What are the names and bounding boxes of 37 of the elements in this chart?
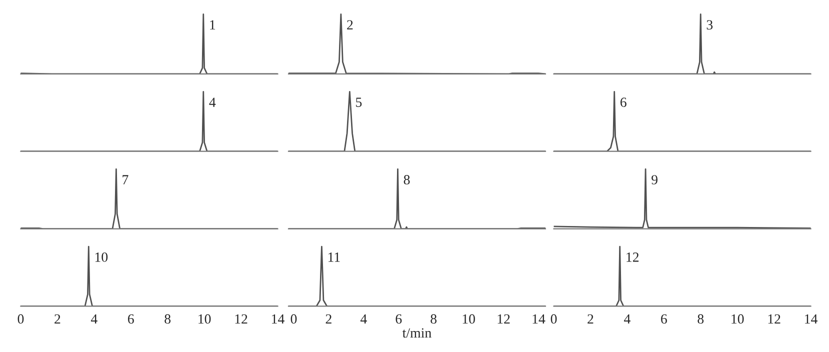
x-tick-label: 0: [18, 314, 24, 324]
annotation: 6: [620, 98, 626, 107]
annotation: 3: [706, 20, 713, 30]
x-tick-label: 4: [360, 314, 367, 324]
x-tick-label: 10: [198, 314, 211, 324]
x-tick-label: 10: [732, 314, 744, 324]
x-tick-label: 14: [532, 314, 546, 324]
annotation: 12: [626, 252, 639, 262]
annotation: 4: [209, 98, 216, 107]
x-tick-label: 4: [624, 314, 630, 324]
annotation: 1: [210, 20, 216, 30]
x-tick-label: 8: [698, 314, 704, 324]
annotation: 5: [356, 98, 362, 107]
x-tick-label: 0: [290, 314, 297, 324]
x-tick-label: 12: [235, 314, 248, 324]
x-tick-label: 2: [54, 314, 60, 324]
x-tick-label: 14: [805, 314, 818, 324]
annotation: 7: [122, 175, 128, 184]
annotation: 11: [328, 252, 340, 262]
x-tick-label: 10: [462, 314, 475, 324]
annotation: 8: [404, 175, 410, 184]
x-tick-label: 8: [164, 314, 171, 324]
x-axis-title: t/min: [402, 328, 432, 338]
x-tick-label: 2: [588, 314, 594, 324]
x-tick-label: 4: [90, 314, 98, 324]
x-tick-label: 12: [498, 314, 510, 324]
x-tick-label: 6: [396, 314, 402, 324]
x-tick-label: 2: [326, 314, 332, 324]
x-tick-label: 6: [128, 314, 134, 324]
x-tick-label: 14: [272, 314, 284, 324]
annotation: 10: [95, 252, 108, 262]
x-tick-label: 12: [768, 314, 780, 324]
x-tick-label: 0: [550, 314, 557, 324]
annotation: 2: [347, 20, 353, 30]
x-tick-label: 8: [430, 314, 437, 324]
x-tick-label: 6: [661, 314, 667, 324]
annotation: 9: [652, 175, 658, 184]
